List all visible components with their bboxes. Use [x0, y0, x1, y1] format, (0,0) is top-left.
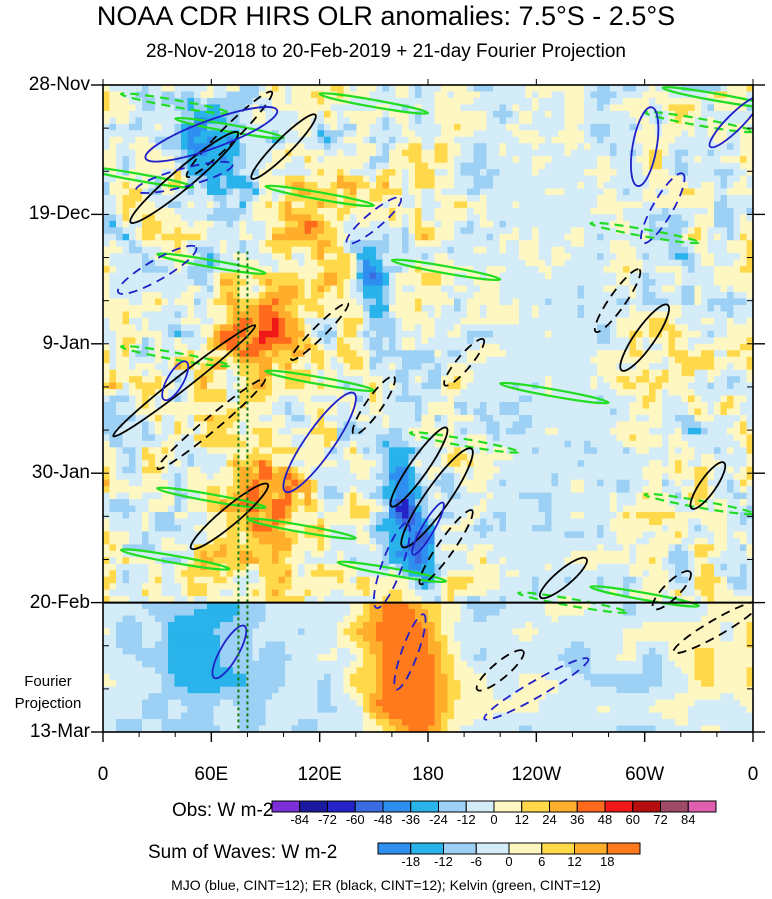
colorbar-label: -48 — [373, 812, 393, 827]
colorbar-swatch — [574, 842, 608, 855]
colorbar-swatch — [541, 842, 575, 855]
y-tick-label: 20-Feb — [29, 591, 90, 613]
colorbar-swatch — [377, 842, 412, 855]
colorbar-swatch — [465, 800, 495, 813]
colorbar-label: 6 — [538, 854, 546, 869]
colorbar-swatch — [327, 800, 356, 813]
x-tick-label: 60W — [625, 764, 665, 785]
olr-anomaly-field — [103, 85, 753, 732]
contour-legend-footer: MJO (blue, CINT=12); ER (black, CINT=12)… — [171, 877, 601, 893]
y-tick-label: 9-Jan — [42, 332, 90, 354]
colorbar-swatch — [299, 800, 328, 813]
colorbar-swatch — [438, 800, 467, 813]
colorbar-swatch — [632, 800, 661, 813]
colorbar-swatch — [493, 800, 523, 813]
colorbar-label: 60 — [625, 812, 640, 827]
colorbar-swatch — [576, 800, 606, 813]
colorbar-swatch — [354, 800, 384, 813]
chart-subtitle: 28-Nov-2018 to 20-Feb-2019 + 21-day Four… — [145, 41, 627, 62]
colorbar-label: -24 — [429, 812, 448, 827]
colorbar-swatch — [382, 800, 412, 813]
colorbar-label: 0 — [490, 812, 498, 827]
colorbar-label: -18 — [401, 854, 421, 869]
plot-frame — [91, 79, 765, 742]
colorbar-swatch — [508, 842, 543, 855]
colorbar-label: 0 — [505, 854, 513, 869]
x-tick-label: 0 — [97, 764, 109, 785]
colorbar-swatch — [443, 842, 477, 855]
colorbar-swatch — [606, 842, 641, 855]
colorbar-label: -6 — [470, 854, 483, 869]
colorbar-swatch — [604, 800, 634, 813]
x-tick-label: 120E — [297, 764, 342, 785]
colorbar-swatch — [687, 800, 717, 813]
x-tick-label: 120W — [511, 764, 562, 785]
waves-colorbar-title: Sum of Waves: W m-2 — [148, 842, 338, 863]
colorbar-swatch — [410, 842, 444, 855]
colorbar-swatch — [549, 800, 578, 813]
wave-contours — [103, 86, 753, 732]
colorbar-label: -12 — [434, 854, 453, 869]
y-tick-label: 19-Dec — [28, 203, 90, 225]
colorbar-label: -12 — [456, 812, 476, 827]
colorbar-swatch — [271, 800, 301, 813]
colorbar-label: -84 — [290, 812, 310, 827]
y-tick-label: 28-Nov — [28, 74, 90, 95]
chart-title: NOAA CDR HIRS OLR anomalies: 7.5°S - 2.5… — [96, 1, 676, 31]
colorbar-swatch — [660, 800, 689, 813]
colorbar-label: 84 — [681, 812, 696, 827]
colorbars — [271, 800, 717, 855]
x-tick-label: 60E — [194, 764, 229, 785]
fourier-projection-label: Fourier Projection — [14, 673, 82, 712]
colorbar-label: 48 — [597, 812, 613, 827]
colorbar-label: 24 — [542, 812, 557, 827]
obs-colorbar-title: Obs: W m-2 — [172, 800, 274, 821]
colorbar-swatch — [410, 800, 439, 813]
colorbar-swatch — [475, 842, 510, 855]
colorbar-swatch — [521, 800, 550, 813]
colorbar-label: -72 — [318, 812, 337, 827]
x-tick-label: 0 — [747, 764, 759, 785]
colorbar-label: 12 — [514, 812, 529, 827]
colorbar-label: 72 — [653, 812, 668, 827]
y-tick-label: 30-Jan — [31, 462, 90, 484]
colorbar-label: -60 — [345, 812, 365, 827]
colorbar-label: 18 — [600, 854, 615, 869]
colorbar-label: -36 — [401, 812, 421, 827]
colorbar-label: 12 — [567, 854, 582, 869]
colorbar-label: 36 — [570, 812, 585, 827]
y-tick-label: 13-Mar — [29, 721, 90, 742]
x-tick-label: 180 — [412, 764, 444, 785]
